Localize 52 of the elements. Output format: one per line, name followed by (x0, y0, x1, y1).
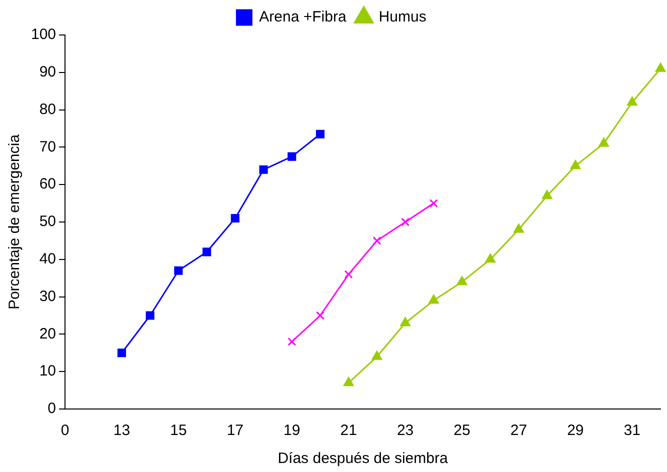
point (288, 152, 296, 161)
point (174, 266, 183, 275)
x-tick-label: 27 (510, 422, 528, 440)
x-tick-label: 25 (454, 422, 470, 440)
point (344, 377, 354, 386)
point (146, 311, 154, 320)
point (202, 248, 212, 256)
x-tick-label: 31 (624, 422, 640, 440)
x-tick-label: 19 (284, 422, 300, 440)
point (598, 138, 609, 147)
point (230, 214, 240, 223)
y-tick-label: 80 (39, 100, 56, 118)
y-tick-label: 90 (39, 64, 56, 81)
point (372, 236, 382, 245)
y-tick-label: 70 (39, 138, 56, 156)
point (259, 165, 268, 174)
y-tick-label: 30 (39, 288, 56, 305)
point (485, 254, 496, 263)
point (117, 348, 126, 358)
x-tick-label: 13 (113, 422, 130, 440)
point (401, 218, 410, 226)
point (514, 224, 524, 233)
x-tick-label: 23 (396, 422, 414, 440)
y-tick-label: 20 (39, 325, 56, 342)
y-tick-label: 60 (39, 176, 56, 193)
legend-label: Humus (378, 8, 426, 26)
point (655, 62, 666, 72)
x-tick-label: 21 (340, 422, 357, 440)
point (288, 337, 296, 346)
point (627, 96, 638, 106)
point (429, 199, 438, 208)
x-tick-label: 15 (170, 422, 187, 440)
point (542, 190, 552, 200)
point (456, 276, 468, 286)
legend-label: Arena +Fibra (259, 8, 347, 26)
y-tick-label: 50 (39, 213, 56, 230)
y-tick-label: 0 (48, 400, 56, 418)
y-tick-label: 100 (30, 26, 56, 44)
y-tick-label: 10 (39, 362, 56, 380)
point (344, 270, 353, 279)
x-tick-label: 17 (226, 422, 244, 440)
x-tick-label: 29 (567, 422, 584, 440)
x-tick-label: 0 (60, 422, 70, 440)
point (570, 160, 581, 170)
point (372, 350, 382, 360)
point (316, 311, 325, 320)
y-tick-label: 40 (39, 250, 56, 268)
x-axis-title: Días después de siembra (278, 450, 448, 468)
point (400, 317, 410, 326)
point (316, 130, 325, 138)
point (428, 294, 439, 304)
y-axis-title: Porcentaje de emergencia (6, 134, 24, 310)
